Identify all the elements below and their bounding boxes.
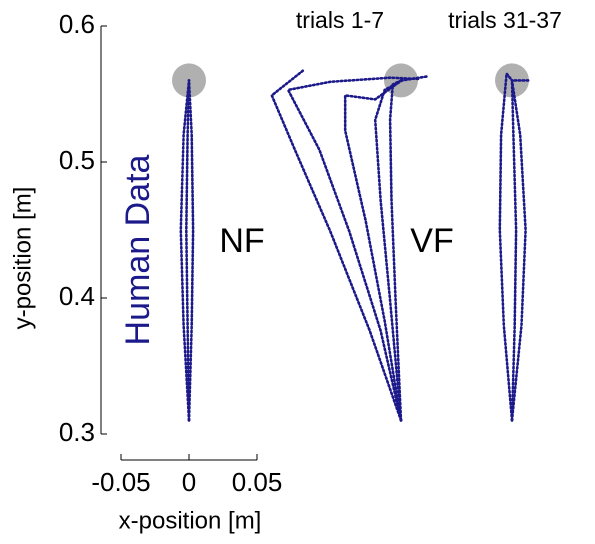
trajectory (286, 76, 422, 422)
y-tick-label: 0.3 (59, 417, 95, 447)
x-tick-label: 0 (182, 467, 196, 497)
trajectory (510, 79, 530, 422)
trajectory (343, 80, 403, 422)
panel-title: trials 1-7 (296, 7, 384, 33)
x-axis-label: x-position [m] (119, 507, 262, 534)
panel-label: NF (219, 222, 264, 260)
annotation: Human Data (119, 154, 157, 345)
trajectory (388, 79, 403, 422)
x-tick-label: -0.05 (91, 467, 150, 497)
trajectory (373, 75, 430, 422)
trajectory (179, 79, 191, 422)
trajectory (270, 68, 403, 422)
y-tick-label: 0.6 (59, 9, 95, 39)
y-tick-label: 0.5 (59, 145, 95, 175)
panel-label: VF (410, 222, 453, 260)
panel-title: trials 31-37 (448, 7, 562, 33)
y-axis-label: y-position [m] (9, 187, 36, 330)
trajectory (187, 79, 195, 422)
trajectory (510, 79, 518, 422)
trajectory (185, 79, 191, 422)
x-tick-label: 0.05 (232, 467, 283, 497)
y-tick-label: 0.4 (59, 281, 95, 311)
trajectory (498, 72, 514, 422)
